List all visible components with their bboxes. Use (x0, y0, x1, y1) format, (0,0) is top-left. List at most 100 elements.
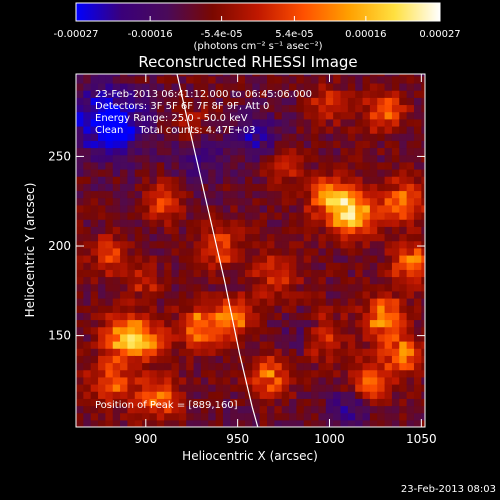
heatmap-cell (391, 247, 400, 256)
heatmap-cell (244, 97, 253, 106)
heatmap-cell (112, 247, 121, 256)
heatmap-cell (391, 183, 400, 192)
heatmap-cell (208, 233, 217, 242)
heatmap-cell (120, 419, 129, 427)
heatmap-cell (120, 398, 129, 407)
heatmap-cell (362, 290, 371, 299)
heatmap-cell (406, 125, 415, 134)
heatmap-cell (303, 355, 312, 364)
heatmap-cell (112, 233, 121, 242)
heatmap-cell (112, 104, 121, 113)
heatmap-cell (377, 254, 386, 263)
heatmap-cell (120, 118, 129, 127)
heatmap-cell (164, 290, 173, 299)
heatmap-cell (355, 355, 364, 364)
heatmap-cell (142, 276, 151, 285)
heatmap-cell (149, 140, 158, 149)
heatmap-cell (259, 125, 268, 134)
heatmap-cell (362, 369, 371, 378)
heatmap-cell (274, 412, 283, 421)
heatmap-cell (355, 154, 364, 163)
heatmap-cell (303, 74, 312, 77)
heatmap-cell (105, 405, 114, 414)
heatmap-cell (112, 183, 121, 192)
heatmap-cell (134, 154, 143, 163)
heatmap-cell (391, 412, 400, 421)
heatmap-cell (237, 269, 246, 278)
heatmap-cell (377, 333, 386, 342)
heatmap-cell (215, 97, 224, 106)
colorbar-tick-label: 0.00027 (419, 29, 460, 40)
heatmap-cell (120, 161, 129, 170)
heatmap-cell (142, 125, 151, 134)
heatmap-cell (193, 262, 202, 270)
heatmap-cell (134, 147, 143, 156)
heatmap-cell (399, 140, 408, 149)
heatmap-cell (325, 326, 334, 335)
heatmap-cell (127, 233, 136, 242)
heatmap-cell (325, 176, 334, 184)
heatmap-cell (237, 125, 246, 134)
heatmap-cell (142, 183, 151, 192)
heatmap-cell (222, 276, 231, 285)
annotation-detectors: Detectors: 3F 5F 6F 7F 8F 9F, Att 0 (95, 101, 269, 112)
heatmap-cell (142, 247, 151, 256)
heatmap-cell (164, 97, 173, 106)
heatmap-cell (134, 111, 143, 120)
heatmap-cell (303, 383, 312, 392)
heatmap-cell (325, 355, 334, 364)
heatmap-cell (149, 312, 158, 321)
heatmap-cell (289, 297, 298, 306)
heatmap-cell (289, 362, 298, 371)
heatmap-cell (156, 240, 165, 249)
heatmap-cell (200, 383, 209, 392)
heatmap-cell (134, 133, 143, 141)
heatmap-cell (259, 111, 268, 120)
heatmap-cell (355, 125, 364, 134)
heatmap-cell (98, 383, 106, 392)
heatmap-cell (164, 183, 173, 192)
heatmap-cell (90, 168, 99, 177)
heatmap-cell (156, 75, 165, 84)
heatmap-cell (193, 176, 202, 184)
heatmap-cell (311, 348, 320, 356)
heatmap-cell (325, 204, 334, 213)
heatmap-cell (325, 312, 334, 321)
heatmap-cell (178, 211, 187, 220)
heatmap-cell (421, 190, 425, 199)
heatmap-cell (384, 312, 393, 321)
heatmap-cell (318, 362, 327, 371)
heatmap-cell (134, 161, 143, 170)
heatmap-cell (98, 269, 106, 278)
heatmap-cell (318, 97, 327, 106)
heatmap-cell (222, 247, 231, 256)
heatmap-cell (193, 133, 202, 141)
heatmap-cell (208, 305, 217, 313)
heatmap-cell (252, 75, 261, 84)
heatmap-cell (164, 226, 173, 235)
heatmap-cell (222, 355, 231, 364)
heatmap-cell (347, 276, 356, 285)
heatmap-cell (399, 82, 408, 91)
heatmap-cell (377, 247, 386, 256)
heatmap-cell (120, 125, 129, 134)
heatmap-cell (193, 97, 202, 106)
heatmap-cell (369, 262, 378, 270)
heatmap-cell (267, 219, 275, 227)
heatmap-cell (193, 269, 202, 278)
heatmap-cell (164, 412, 173, 421)
heatmap-cell (311, 297, 320, 306)
heatmap-image (76, 74, 425, 427)
heatmap-cell (90, 262, 99, 270)
heatmap-cell (164, 211, 173, 220)
heatmap-cell (142, 283, 151, 292)
heatmap-cell (105, 326, 114, 335)
heatmap-cell (171, 283, 180, 292)
heatmap-cell (406, 90, 415, 98)
heatmap-cell (200, 262, 209, 270)
heatmap-cell (421, 183, 425, 192)
heatmap-cell (281, 133, 290, 141)
heatmap-cell (259, 348, 268, 356)
heatmap-cell (127, 262, 136, 270)
heatmap-cell (208, 82, 217, 91)
